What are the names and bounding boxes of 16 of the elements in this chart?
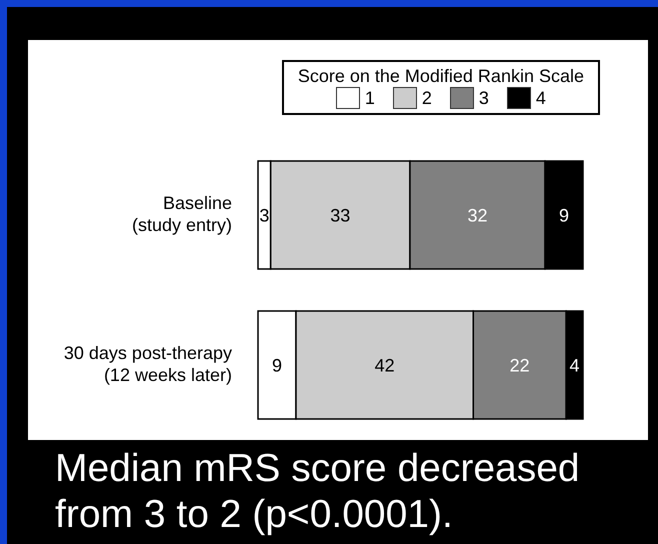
data-label: 32	[467, 205, 488, 226]
legend-label: 4	[536, 88, 546, 108]
data-label: 42	[374, 355, 395, 376]
data-label: 33	[330, 205, 350, 226]
text: 2	[422, 88, 432, 108]
data-label: 4	[570, 355, 580, 376]
y-tick-label: Baseline (study entry)	[132, 192, 232, 235]
legend-label: 3	[478, 88, 489, 108]
y-tick-label: 30 days post-therapy (12 weeks later)	[64, 342, 232, 385]
legend-label: 1	[364, 88, 375, 108]
data-label: 9	[559, 205, 570, 226]
text: Median mRS score decreased from 3 to 2 (p<0.0001).	[55, 446, 581, 538]
data-label: 22	[510, 355, 530, 376]
data-label: 9	[272, 355, 282, 376]
data-label: 3	[259, 205, 270, 226]
legend-title: Score on the Modified Rankin Scale	[298, 66, 584, 87]
